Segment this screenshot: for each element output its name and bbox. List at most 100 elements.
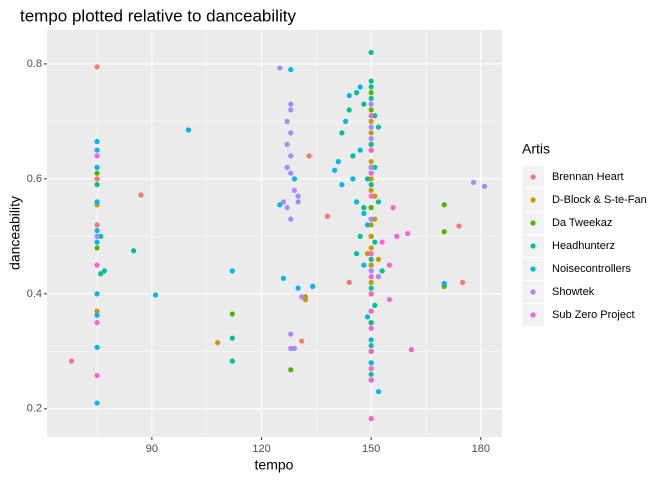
point	[185, 127, 192, 133]
point	[94, 239, 100, 245]
point	[368, 147, 374, 153]
point	[368, 233, 374, 239]
point	[280, 199, 287, 205]
point	[94, 170, 100, 176]
point	[368, 416, 374, 422]
point	[284, 205, 290, 211]
point	[368, 164, 374, 170]
point	[94, 308, 100, 314]
legend-title: Artis	[522, 141, 550, 157]
point	[295, 285, 301, 291]
point	[375, 199, 382, 205]
point	[342, 118, 349, 125]
point	[291, 176, 298, 182]
point	[361, 262, 367, 268]
legend-label: Showtek	[552, 286, 595, 298]
point	[288, 107, 294, 113]
point	[372, 216, 378, 222]
point	[368, 170, 374, 176]
point	[368, 268, 374, 274]
point	[94, 182, 100, 188]
point	[386, 262, 393, 268]
point	[94, 372, 100, 379]
point	[361, 205, 367, 211]
point	[368, 325, 374, 331]
point	[94, 320, 100, 326]
point	[94, 245, 100, 251]
point	[350, 176, 356, 182]
point	[346, 107, 352, 113]
point	[306, 153, 312, 159]
point	[94, 138, 100, 145]
point	[375, 256, 382, 262]
point	[284, 118, 290, 125]
point	[368, 124, 374, 130]
point	[339, 182, 345, 188]
point	[368, 205, 374, 211]
point	[288, 331, 294, 337]
point	[288, 101, 294, 107]
legend-swatch	[530, 197, 536, 203]
x-tick-label: 150	[362, 443, 380, 455]
point	[368, 118, 374, 125]
point	[357, 84, 363, 90]
point	[335, 159, 341, 165]
point	[368, 256, 374, 262]
point	[94, 344, 100, 350]
point	[408, 347, 414, 353]
point	[339, 130, 345, 136]
point	[288, 67, 294, 73]
point	[470, 179, 477, 185]
point	[295, 193, 301, 199]
point	[368, 360, 374, 366]
point	[368, 113, 374, 119]
legend-label: D-Block & S-te-Fan	[552, 194, 647, 206]
point	[368, 95, 374, 102]
legend-label: Sub Zero Project	[552, 309, 635, 321]
legend-swatch	[530, 174, 536, 180]
point	[215, 340, 221, 346]
point	[346, 92, 352, 99]
point	[372, 302, 378, 308]
point	[368, 176, 374, 182]
point	[131, 248, 137, 254]
point	[368, 84, 374, 90]
y-tick-label: 0.8	[27, 58, 42, 70]
point	[368, 342, 374, 349]
point	[375, 388, 382, 395]
point	[456, 223, 462, 229]
point	[368, 182, 374, 188]
y-tick-label: 0.2	[27, 403, 42, 415]
legend-swatch	[530, 312, 536, 318]
point	[368, 365, 374, 372]
point	[368, 159, 374, 165]
panel	[47, 30, 502, 437]
point	[94, 400, 100, 406]
point	[357, 147, 363, 153]
point	[229, 311, 235, 317]
y-axis-label: danceability	[7, 196, 23, 270]
point	[94, 228, 100, 234]
point	[229, 358, 235, 364]
point	[277, 202, 283, 208]
point	[368, 285, 374, 291]
point	[98, 233, 104, 239]
point	[394, 233, 400, 239]
point	[299, 338, 305, 344]
point	[299, 294, 305, 300]
point	[364, 222, 371, 228]
point	[379, 268, 385, 274]
legend-label: Da Tweekaz	[552, 217, 612, 229]
point	[372, 239, 378, 245]
point	[368, 262, 374, 268]
point	[441, 229, 447, 235]
point	[379, 239, 385, 245]
point	[368, 193, 374, 199]
point	[405, 230, 411, 237]
point	[368, 279, 374, 285]
point	[288, 216, 294, 222]
point	[441, 202, 447, 208]
point	[291, 345, 298, 352]
point	[372, 113, 378, 119]
point	[368, 136, 374, 142]
